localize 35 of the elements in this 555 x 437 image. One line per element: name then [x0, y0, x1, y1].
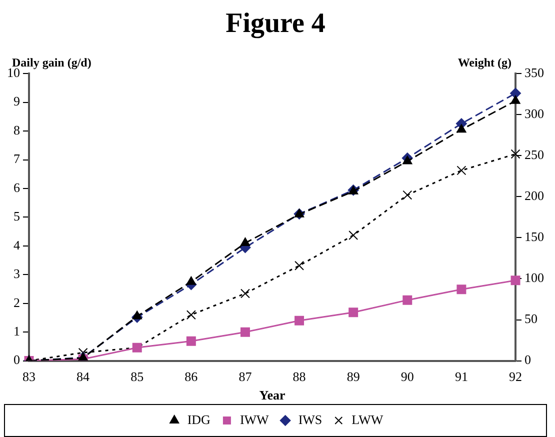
x-tick-label: 87 [238, 369, 252, 384]
y2-tick-label: 150 [524, 229, 544, 244]
x-tick-label: 89 [346, 369, 360, 384]
y2-tick-label: 100 [524, 270, 544, 286]
y-tick-label: 0 [14, 352, 20, 368]
legend-label: LWW [352, 412, 384, 427]
y-tick-label: 4 [14, 237, 20, 252]
x-tick-label: 86 [184, 369, 198, 384]
y-tick-label: 6 [14, 180, 20, 195]
y2-axis-title: Weight (g) [458, 56, 512, 70]
y2-tick-label: 0 [524, 352, 531, 368]
x-tick-label: 85 [130, 369, 144, 384]
y2-tick-label: 300 [524, 106, 544, 122]
legend-label: IWS [298, 412, 322, 427]
y-tick-label: 2 [14, 294, 20, 310]
y-tick-label: 5 [14, 208, 20, 224]
legend-label: IWW [240, 412, 270, 427]
y-tick-label: 9 [14, 94, 20, 109]
y-tick-label: 3 [14, 266, 20, 282]
x-tick-label: 84 [76, 369, 90, 384]
y2-tick-label: 50 [524, 311, 538, 326]
y2-tick-label: 350 [524, 65, 544, 80]
y-tick-label: 7 [14, 151, 20, 166]
y2-tick-label: 250 [524, 147, 544, 162]
y-tick-label: 8 [14, 122, 20, 138]
x-axis-title: Year [259, 388, 286, 403]
y2-tick-label: 200 [524, 188, 544, 204]
x-tick-label: 91 [454, 369, 468, 384]
x-tick-label: 83 [22, 369, 36, 384]
y-tick-label: 1 [14, 324, 20, 338]
x-tick-label: 90 [400, 369, 414, 384]
x-tick-label: 88 [292, 369, 306, 384]
legend-label: IDG [187, 412, 210, 427]
chart-title: Figure 4 [226, 8, 326, 40]
x-tick-label: 92 [509, 369, 522, 384]
